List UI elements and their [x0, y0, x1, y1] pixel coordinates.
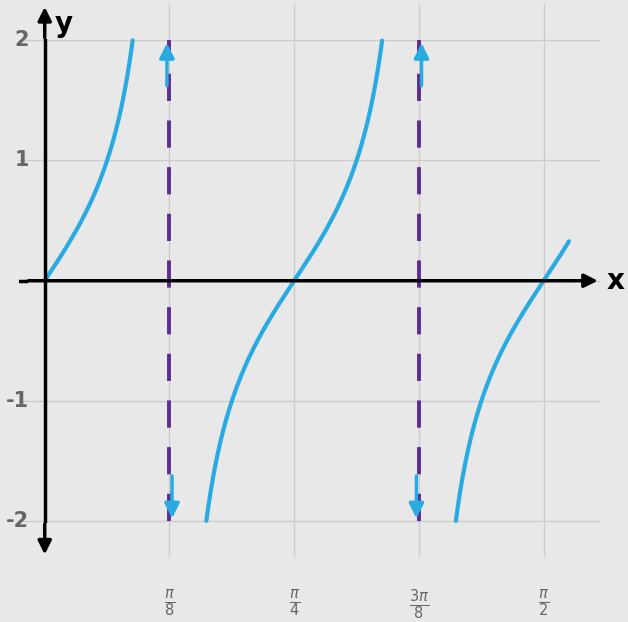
Text: $\frac{\pi}{4}$: $\frac{\pi}{4}$	[289, 587, 300, 619]
Text: -2: -2	[6, 511, 29, 531]
Text: 1: 1	[14, 151, 29, 170]
Text: $\frac{\pi}{8}$: $\frac{\pi}{8}$	[164, 587, 175, 619]
Text: $\frac{3\pi}{8}$: $\frac{3\pi}{8}$	[409, 587, 429, 622]
Text: 2: 2	[14, 30, 29, 50]
Text: -1: -1	[6, 391, 29, 411]
Text: x: x	[607, 267, 625, 295]
Text: $\frac{\pi}{2}$: $\frac{\pi}{2}$	[538, 587, 550, 619]
Text: y: y	[54, 10, 72, 38]
